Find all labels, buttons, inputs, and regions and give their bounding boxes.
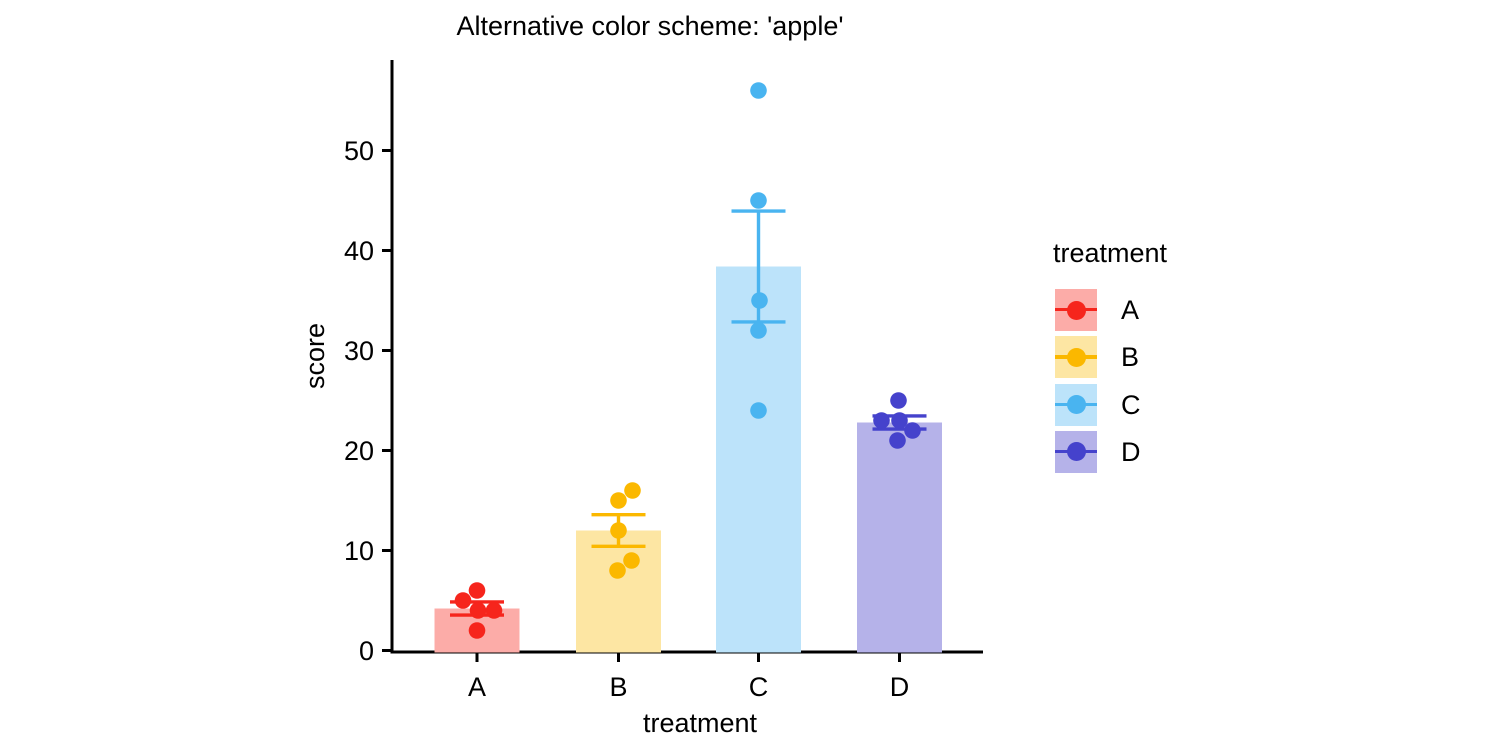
x-axis-tick-label: A [468, 672, 486, 702]
data-point-c [750, 402, 767, 419]
legend-key-dot [1066, 442, 1086, 462]
data-point-d [891, 412, 908, 429]
data-point-c [750, 192, 767, 209]
x-axis-tick-label: B [609, 672, 627, 702]
data-point-c [750, 82, 767, 99]
y-axis-tick-label: 20 [344, 436, 374, 466]
bar-b [576, 530, 661, 653]
data-point-d [873, 412, 890, 429]
legend-item-a: A [1055, 289, 1255, 331]
legend-key-dot [1066, 347, 1086, 367]
y-axis-tick-label: 10 [344, 536, 374, 566]
legend-item-b: B [1055, 336, 1255, 379]
legend-title: treatment [1053, 238, 1168, 268]
data-point-b [609, 562, 626, 579]
x-axis-tick-label: C [749, 672, 769, 702]
legend-item-d: D [1055, 430, 1255, 473]
data-point-a [485, 602, 503, 619]
legend-label-c: C [1121, 389, 1141, 420]
legend-key-dot [1066, 300, 1086, 320]
legend-label-d: D [1121, 436, 1141, 467]
y-axis-tick-label: 40 [344, 236, 374, 266]
data-point-a [454, 592, 472, 609]
data-point-d [904, 422, 921, 439]
data-point-a [468, 582, 486, 599]
legend-label-a: A [1121, 295, 1140, 325]
x-axis-title: treatment [642, 708, 758, 738]
data-point-a [468, 622, 486, 639]
legend-label-b: B [1121, 342, 1140, 373]
x-axis-tick-label: D [890, 672, 910, 702]
data-point-c [751, 292, 768, 309]
legend-key-a [1055, 289, 1097, 331]
data-point-c [750, 322, 767, 339]
chart-title: Alternative color scheme: 'apple' [456, 11, 844, 41]
data-point-b [623, 552, 640, 569]
bar-d [857, 422, 942, 653]
legend-key-b [1055, 336, 1097, 379]
y-axis-tick-label: 30 [344, 336, 374, 366]
data-point-d [890, 392, 907, 409]
legend-item-c: C [1055, 383, 1255, 426]
data-point-b [610, 522, 627, 539]
data-point-b [624, 482, 641, 499]
data-point-a [469, 602, 487, 619]
y-axis-tick-label: 0 [359, 636, 374, 666]
legend-key-d [1055, 430, 1097, 473]
legend-key-dot [1066, 395, 1086, 415]
data-point-b [610, 492, 627, 509]
legend-key-c [1055, 383, 1097, 426]
y-axis-tick-label: 50 [344, 136, 374, 166]
data-point-d [889, 432, 906, 449]
